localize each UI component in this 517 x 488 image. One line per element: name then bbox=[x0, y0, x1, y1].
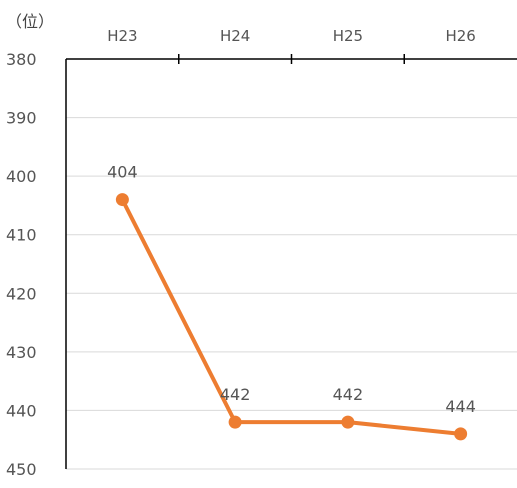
y-tick-label: 400 bbox=[6, 167, 37, 186]
data-label: 404 bbox=[107, 163, 138, 182]
y-tick-label: 390 bbox=[6, 109, 37, 128]
y-tick-label: 450 bbox=[6, 460, 37, 479]
x-tick-label: H24 bbox=[220, 27, 250, 45]
data-label: 442 bbox=[220, 385, 251, 404]
data-point bbox=[115, 193, 129, 207]
x-tick-label: H26 bbox=[445, 27, 475, 45]
data-label: 444 bbox=[445, 397, 476, 416]
data-point bbox=[228, 415, 242, 429]
data-point bbox=[341, 415, 355, 429]
y-tick-label: 430 bbox=[6, 343, 37, 362]
y-tick-label: 420 bbox=[6, 284, 37, 303]
data-label: 442 bbox=[333, 385, 364, 404]
y-tick-label: 440 bbox=[6, 401, 37, 420]
series-line bbox=[120, 198, 461, 436]
y-axis-unit-label: （位） bbox=[6, 12, 55, 31]
y-tick-label: 410 bbox=[6, 226, 37, 245]
x-tick-label: H23 bbox=[107, 27, 137, 45]
y-tick-label: 380 bbox=[6, 50, 37, 69]
data-point bbox=[454, 427, 468, 441]
x-tick-label: H25 bbox=[333, 27, 363, 45]
